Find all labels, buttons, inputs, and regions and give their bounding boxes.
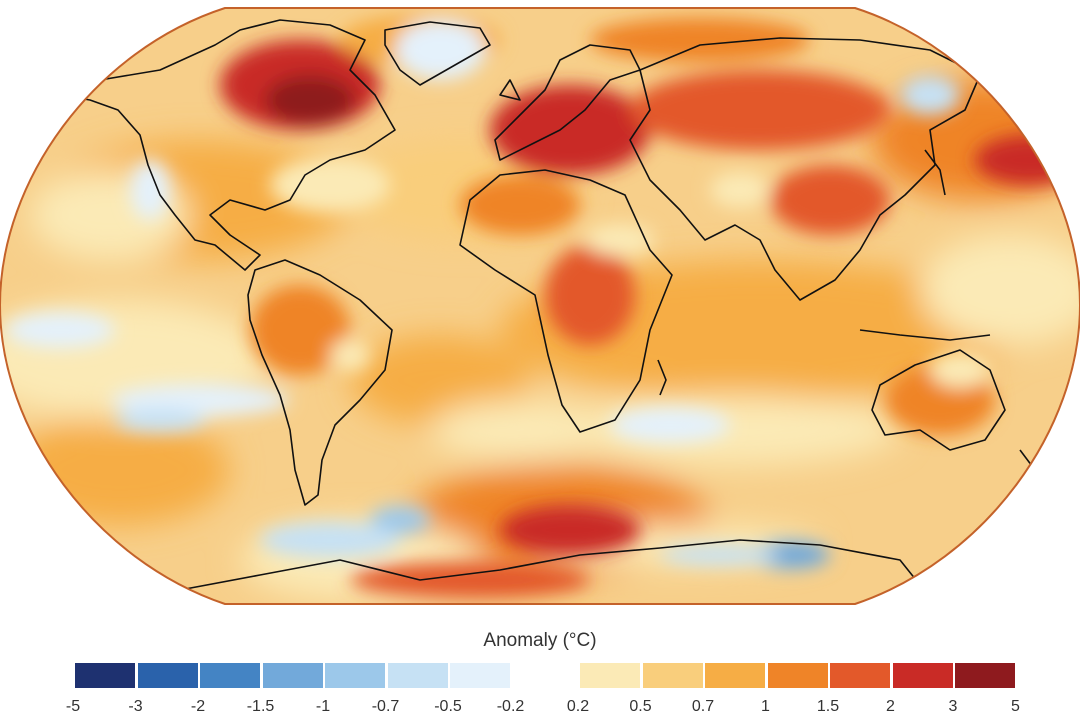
uk-coast	[499, 79, 521, 101]
legend-swatch-warm-1	[642, 663, 703, 688]
legend-tick-label: 1.5	[816, 698, 840, 715]
legend-title: Anomaly (°C)	[483, 630, 597, 651]
greenland-coast	[384, 21, 491, 86]
legend-tick-label: 1	[761, 698, 770, 715]
legend-swatch-cold-0	[75, 663, 135, 688]
legend-tick-label: 2	[886, 698, 895, 715]
legend-tick-label: -1.5	[246, 698, 275, 715]
legend-tick-label: 0.7	[691, 698, 715, 715]
coastlines	[59, 19, 1036, 591]
north-america-coast	[59, 19, 396, 271]
legend-tick-label: -0.7	[371, 698, 400, 715]
madagascar-coast	[657, 359, 667, 396]
legend-tick-label: -1	[315, 698, 331, 715]
legend-colorbar	[0, 663, 1080, 688]
legend-tick-label: 3	[948, 698, 958, 715]
antarctica-coast	[179, 539, 921, 591]
legend-swatch-cold-5	[387, 663, 448, 688]
legend-tick-label: -5	[65, 698, 81, 715]
legend-swatch-cold-3	[262, 663, 323, 688]
australia-coast	[871, 349, 1006, 451]
asia-coast	[629, 37, 981, 301]
anomaly-field-detail	[5, 15, 1080, 598]
legend-swatch-warm-2	[705, 663, 765, 688]
legend-tick-label: -3	[128, 698, 143, 715]
indonesia-coast	[859, 329, 991, 341]
globe-outline	[0, 7, 1080, 605]
legend-tick-label: -2	[190, 698, 206, 715]
legend-tick-label: -0.5	[434, 698, 462, 715]
anomaly-world-map	[0, 7, 1080, 605]
legend-swatch-cold-4	[325, 663, 385, 688]
legend-tick-label: 5	[1011, 698, 1020, 715]
south-america-coast	[247, 259, 393, 506]
japan-coast	[924, 149, 946, 196]
legend-swatch-warm-0	[580, 663, 640, 688]
legend-tick-label: 0.2	[566, 698, 590, 715]
legend-swatch-cold-2	[200, 663, 260, 688]
legend-swatch-cold-6	[450, 663, 510, 688]
legend-swatch-warm-6	[955, 663, 1015, 688]
legend-tick-label: -0.2	[496, 698, 525, 715]
legend-swatch-warm-4	[830, 663, 890, 688]
legend-swatch-warm-3	[767, 663, 828, 688]
africa-coast	[459, 169, 673, 433]
legend-swatch-warm-5	[892, 663, 953, 688]
legend-tick-label: 0.5	[629, 698, 652, 715]
legend-swatch-cold-1	[137, 663, 198, 688]
